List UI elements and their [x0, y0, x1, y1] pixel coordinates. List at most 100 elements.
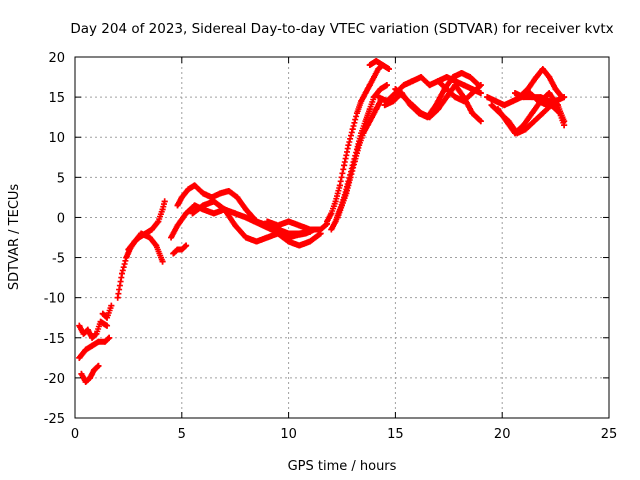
series-track-f	[125, 230, 166, 265]
data-point	[341, 162, 348, 169]
data-point	[351, 158, 358, 165]
data-point	[82, 346, 89, 353]
series-track-r	[392, 82, 484, 125]
data-point	[364, 122, 371, 129]
data-point	[358, 98, 365, 105]
data-point	[353, 110, 360, 117]
x-tick-label: 5	[178, 427, 186, 442]
data-point	[296, 230, 303, 237]
data-point	[146, 234, 153, 241]
marker-trace	[125, 230, 166, 265]
data-point	[477, 90, 484, 97]
data-point	[452, 94, 459, 101]
data-point	[345, 142, 352, 149]
data-point	[161, 198, 168, 205]
data-point	[377, 86, 384, 93]
data-point	[435, 78, 442, 85]
data-point	[539, 66, 546, 73]
grid-lines	[75, 57, 609, 418]
data-point	[264, 218, 271, 225]
x-tick-label: 25	[601, 427, 618, 442]
data-point	[356, 142, 363, 149]
data-point	[373, 106, 380, 113]
data-point	[232, 222, 239, 229]
data-point	[84, 326, 91, 333]
data-point	[400, 94, 407, 101]
data-point	[178, 194, 185, 201]
x-tick-label: 20	[494, 427, 511, 442]
data-point	[383, 82, 390, 89]
data-point	[435, 106, 442, 113]
data-point	[148, 226, 155, 233]
series-track-o	[366, 58, 392, 73]
data-point	[97, 318, 104, 325]
data-point	[200, 190, 207, 197]
data-point	[125, 246, 132, 253]
data-point	[392, 86, 399, 93]
data-point	[118, 270, 125, 277]
axis-ticks: 0 5 10 15 20 25 -25 -20 -15 -10 -5 0 5 10 15 20	[44, 51, 618, 442]
data-point	[106, 334, 113, 341]
y-tick-label: -25	[44, 412, 65, 427]
data-point	[400, 82, 407, 89]
data-point	[317, 226, 324, 233]
data-point	[409, 78, 416, 85]
data-point	[108, 302, 115, 309]
data-point	[123, 254, 130, 261]
series-track-i	[174, 182, 313, 237]
data-point	[217, 190, 224, 197]
data-point	[296, 242, 303, 249]
series-track-s	[435, 78, 484, 105]
data-point	[264, 234, 271, 241]
data-point	[285, 238, 292, 245]
y-tick-label: 10	[48, 131, 65, 146]
data-point	[450, 74, 457, 81]
data-point	[529, 110, 536, 117]
data-point	[168, 234, 175, 241]
data-point	[221, 206, 228, 213]
data-point	[554, 102, 561, 109]
y-tick-label: 20	[48, 51, 65, 66]
data-point	[104, 322, 111, 329]
data-point	[210, 198, 217, 205]
data-point	[469, 90, 476, 97]
data-point	[460, 98, 467, 105]
data-point	[512, 90, 519, 97]
data-points	[76, 58, 568, 385]
data-point	[418, 110, 425, 117]
data-point	[332, 198, 339, 205]
data-point	[89, 342, 96, 349]
data-point	[95, 362, 102, 369]
data-point	[492, 98, 499, 105]
data-point	[334, 214, 341, 221]
data-point	[138, 230, 145, 237]
data-point	[332, 218, 339, 225]
data-point	[101, 338, 108, 345]
data-point	[484, 94, 491, 101]
data-point	[76, 322, 83, 329]
data-point	[189, 210, 196, 217]
data-point	[242, 214, 249, 221]
data-point	[375, 94, 382, 101]
data-point	[546, 98, 553, 105]
data-point	[385, 66, 392, 73]
y-tick-label: 5	[57, 171, 65, 186]
data-point	[368, 114, 375, 121]
data-point	[552, 86, 559, 93]
data-point	[371, 74, 378, 81]
data-point	[210, 210, 217, 217]
data-point	[559, 94, 566, 101]
data-point	[306, 226, 313, 233]
data-point	[153, 242, 160, 249]
data-point	[343, 190, 350, 197]
data-point	[285, 230, 292, 237]
data-point	[452, 82, 459, 89]
data-point	[520, 94, 527, 101]
data-point	[159, 258, 166, 265]
data-point	[225, 187, 232, 194]
marker-trace	[324, 62, 386, 225]
data-point	[375, 66, 382, 73]
data-point	[89, 334, 96, 341]
data-point	[274, 222, 281, 229]
